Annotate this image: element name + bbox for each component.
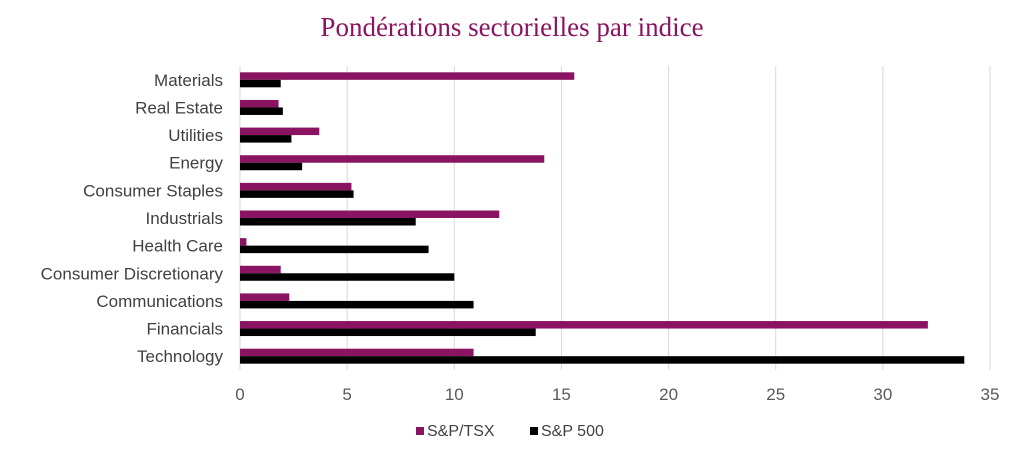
category-label: Financials — [146, 320, 223, 339]
x-tick-label: 35 — [981, 385, 1000, 404]
legend-label: S&P 500 — [541, 423, 604, 440]
category-label: Technology — [137, 347, 224, 366]
bar-sp-500 — [240, 162, 303, 171]
bars — [240, 72, 965, 364]
bar-sp-500 — [240, 273, 455, 281]
bar-sp-500 — [240, 328, 536, 337]
chart-title: Pondérations sectorielles par indice — [320, 12, 704, 42]
bar-sp-tsx — [240, 293, 290, 301]
x-tick-labels: 0 5 10 15 20 25 30 35 — [235, 385, 999, 404]
bar-sp-tsx — [240, 99, 279, 108]
category-label: Real Estate — [135, 98, 223, 117]
bar-sp-tsx — [240, 155, 545, 163]
bar-sp-tsx — [240, 210, 500, 218]
x-tick-label: 10 — [445, 385, 464, 404]
bar-sp-tsx — [240, 72, 575, 80]
category-label: Health Care — [132, 237, 223, 256]
bar-sp-500 — [240, 190, 354, 198]
category-label: Materials — [154, 71, 223, 90]
category-labels: Materials Real Estate Utilities Energy Consu… — [41, 71, 224, 366]
x-tick-label: 25 — [766, 385, 785, 404]
legend: S&P/TSX S&P 500 — [416, 423, 604, 440]
category-label: Utilities — [168, 126, 223, 145]
bar-sp-tsx — [240, 321, 928, 329]
bar-sp-tsx — [240, 265, 281, 274]
legend-swatch — [416, 427, 424, 435]
bar-sp-500 — [240, 135, 292, 143]
bar-sp-tsx — [240, 182, 352, 191]
bar-sp-500 — [240, 300, 474, 309]
category-label: Energy — [169, 154, 223, 173]
bar-sp-500 — [240, 107, 283, 115]
bar-sp-tsx — [240, 238, 247, 246]
legend-swatch — [530, 427, 538, 435]
x-tick-label: 5 — [342, 385, 351, 404]
x-tick-label: 0 — [235, 385, 244, 404]
bar-sp-500 — [240, 79, 281, 88]
category-label: Communications — [96, 292, 223, 311]
bar-sp-500 — [240, 218, 416, 226]
x-tick-label: 20 — [659, 385, 678, 404]
category-label: Industrials — [146, 209, 223, 228]
category-label: Consumer Discretionary — [41, 264, 224, 283]
bar-sp-500 — [240, 245, 429, 254]
x-tick-label: 30 — [873, 385, 892, 404]
bar-sp-500 — [240, 356, 965, 364]
category-label: Consumer Staples — [83, 181, 223, 200]
x-tick-label: 15 — [552, 385, 571, 404]
bar-sp-tsx — [240, 348, 474, 357]
bar-sp-tsx — [240, 127, 320, 136]
legend-label: S&P/TSX — [427, 423, 495, 440]
